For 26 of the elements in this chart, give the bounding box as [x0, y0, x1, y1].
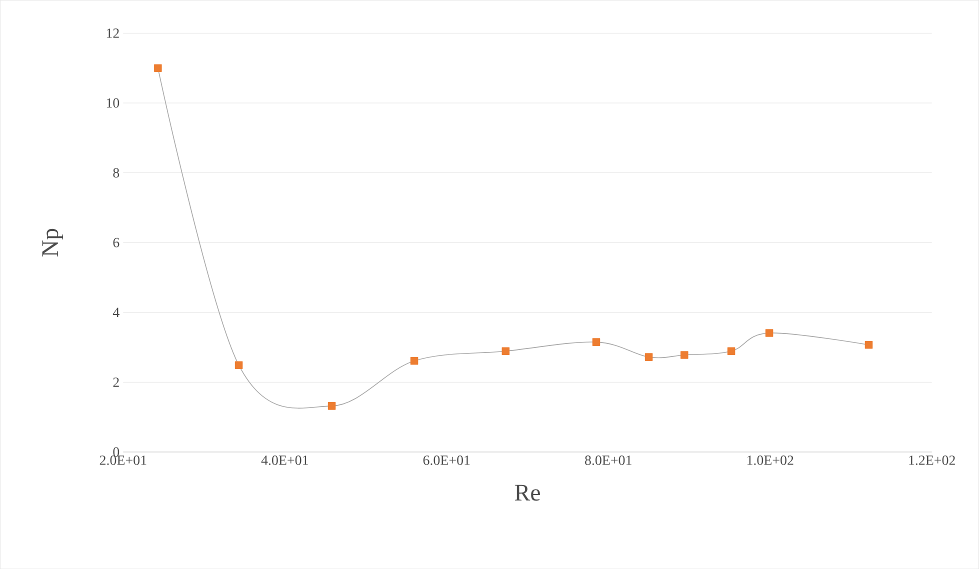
- point: [234, 361, 243, 369]
- y-tick-label: 12: [106, 28, 119, 38]
- point: [680, 351, 688, 359]
- x-tick-label: 8.0E+01: [585, 455, 632, 465]
- x-tick-label: 1.0E+02: [747, 455, 794, 465]
- x-axis-title: Re: [514, 484, 540, 501]
- point: [765, 329, 774, 337]
- point: [154, 64, 162, 72]
- point: [502, 347, 510, 355]
- point: [410, 356, 418, 365]
- y-tick-label: 10: [106, 98, 120, 108]
- y-tick-label: 0: [113, 447, 120, 457]
- point: [644, 353, 653, 361]
- point: [592, 338, 600, 346]
- point: [864, 340, 873, 349]
- point: [727, 347, 736, 355]
- y-axis-title: Np: [42, 228, 64, 256]
- x-tick-label: 6.0E+01: [423, 455, 470, 465]
- x-tick-label: 4.0E+01: [261, 455, 308, 465]
- y-tick-label: 8: [113, 168, 120, 178]
- x-tick-label: 2.0E+01: [100, 455, 146, 465]
- x-tick-label: 1.2E+02: [909, 455, 955, 465]
- y-tick-label: 2: [113, 378, 119, 387]
- y-tick-label: 6: [113, 238, 120, 248]
- point: [328, 402, 336, 410]
- y-tick-label: 4: [112, 308, 120, 317]
